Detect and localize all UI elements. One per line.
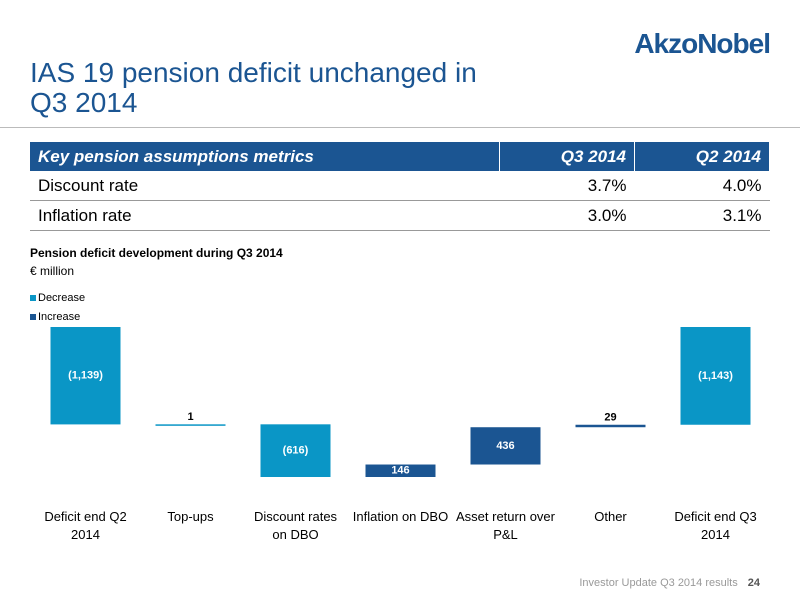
chart-subtitle: € million — [30, 264, 75, 278]
slide-title: IAS 19 pension deficit unchanged in Q3 2… — [30, 57, 477, 118]
value-label: 436 — [496, 440, 514, 452]
header-cell: Q3 2014 — [499, 142, 635, 171]
value-label: 1 — [187, 411, 193, 423]
bar — [50, 327, 121, 425]
footer-text: Investor Update Q3 2014 results — [579, 577, 738, 589]
value-label: 146 — [391, 465, 409, 477]
legend-swatch — [30, 314, 36, 320]
bar — [260, 424, 331, 477]
legend-swatch — [30, 295, 36, 301]
category-label: Deficit end Q2 2014 — [44, 509, 127, 542]
cell: Discount rate — [30, 171, 500, 201]
legend-label: Decrease — [38, 292, 85, 304]
rule — [0, 127, 800, 128]
page-number: 24 — [747, 577, 760, 589]
header-cell: Key pension assumptions metrics — [30, 142, 500, 171]
bar — [680, 327, 751, 425]
logo: AkzoNobel — [634, 28, 771, 59]
category-label: Top-ups — [167, 509, 214, 524]
assumptions-table: Key pension assumptions metrics Q3 2014 … — [30, 142, 770, 231]
table-row: Inflation rate 3.0% 3.1% — [30, 200, 770, 231]
cell: 3.7% — [499, 171, 635, 201]
category-label: Discount rates on DBO — [253, 509, 338, 542]
category-label: Other — [594, 509, 627, 524]
cell: 3.1% — [634, 200, 770, 231]
bar — [575, 424, 646, 428]
category-label: Asset return over P&L — [456, 509, 555, 542]
category-label: Deficit end Q3 2014 — [674, 509, 757, 542]
bar — [470, 427, 541, 465]
cell: Inflation rate — [30, 200, 500, 231]
value-label: (1,139) — [68, 370, 103, 382]
value-label: (1,143) — [698, 370, 733, 382]
chart-title: Pension deficit development during Q3 20… — [30, 246, 283, 260]
value-label: (616) — [283, 445, 309, 457]
bar — [365, 464, 436, 477]
legend-label: Increase — [38, 311, 80, 323]
table-row: Discount rate 3.7% 4.0% — [30, 171, 770, 201]
cell: 4.0% — [634, 171, 770, 201]
category-label: Inflation on DBO — [352, 509, 449, 524]
bar — [155, 424, 226, 426]
footer: Investor Update Q3 2014 results 24 — [579, 577, 760, 589]
cell: 3.0% — [499, 200, 635, 231]
header-cell: Q2 2014 — [634, 142, 770, 171]
table-header: Key pension assumptions metrics Q3 2014 … — [30, 142, 770, 171]
value-label: 29 — [604, 412, 616, 424]
